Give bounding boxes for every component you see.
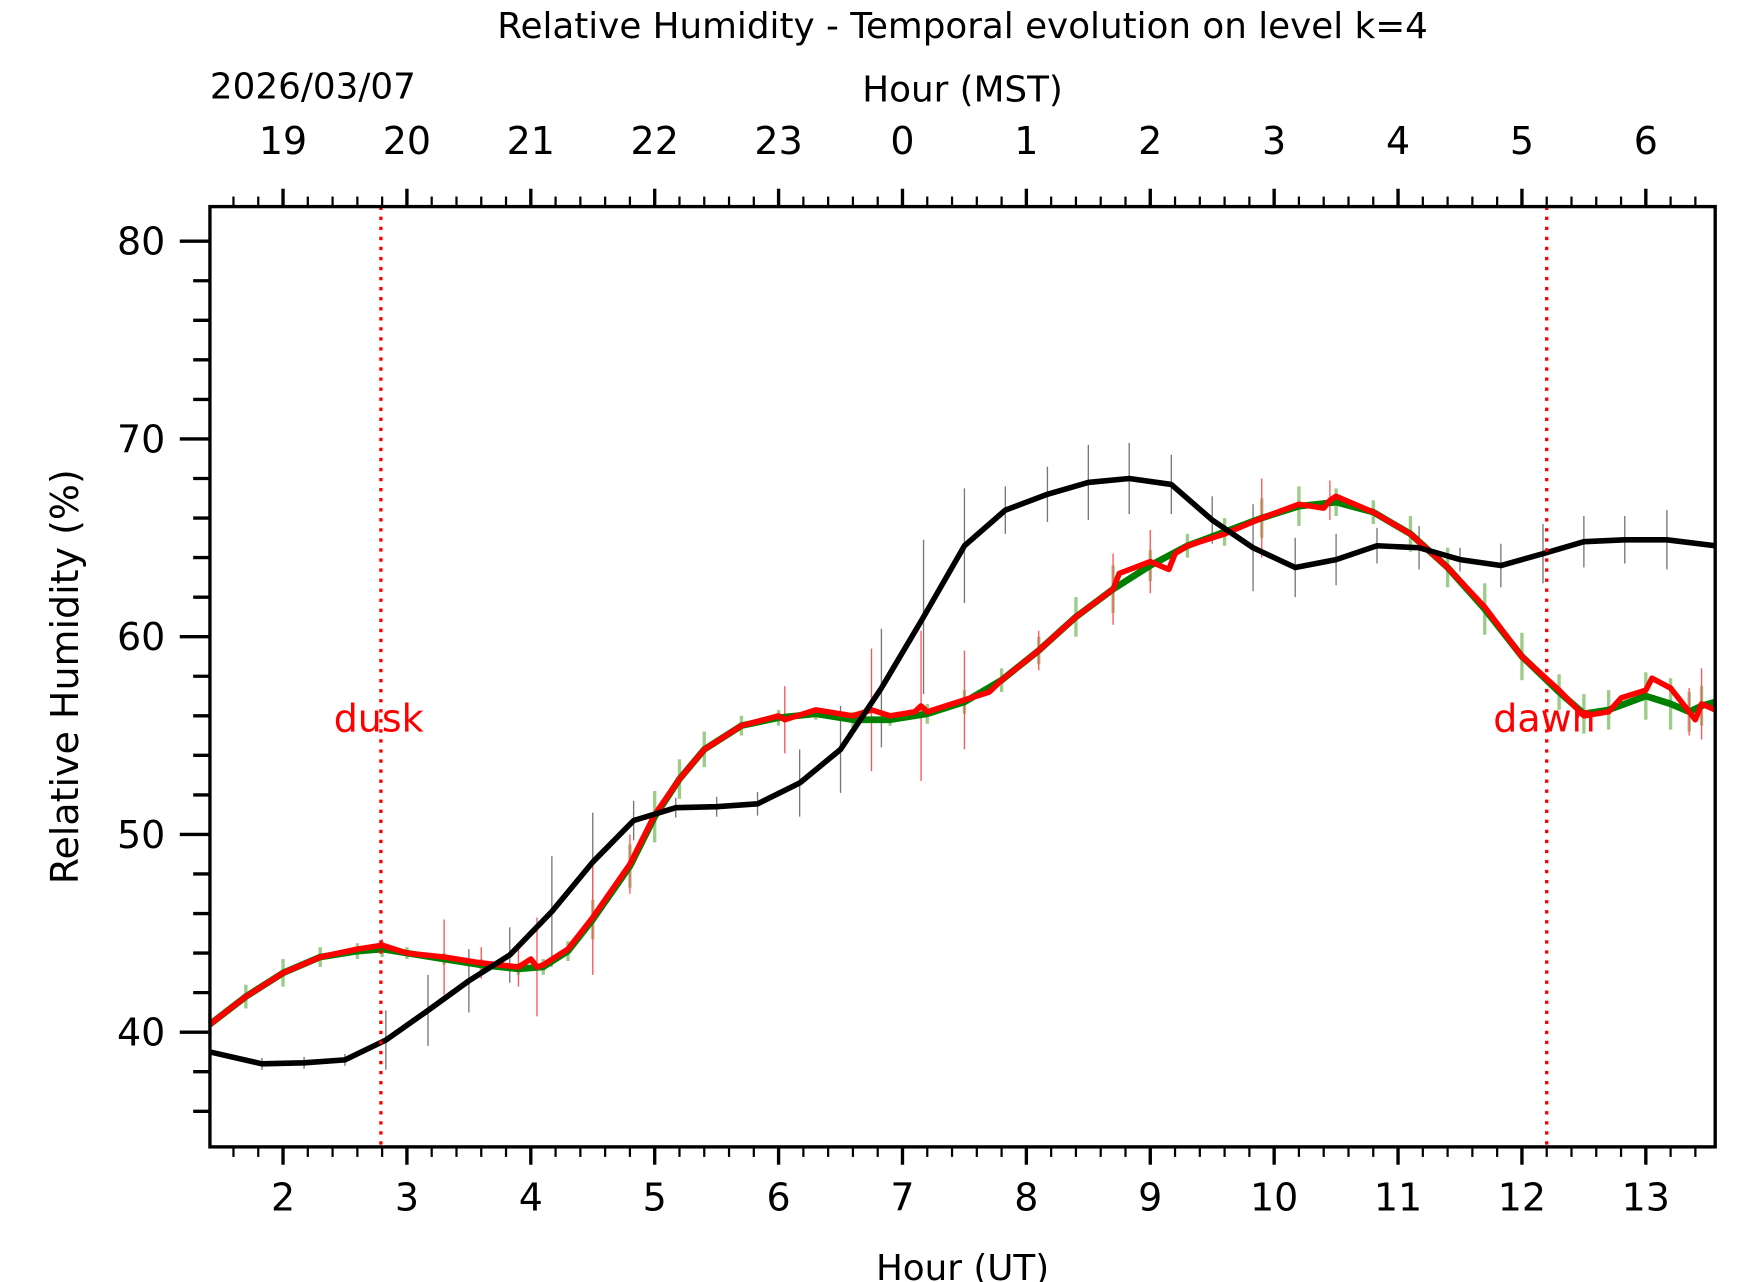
- x-tick-label: 8: [1014, 1176, 1038, 1220]
- x-tick-label: 11: [1374, 1176, 1422, 1220]
- x2-tick-label: 20: [383, 119, 431, 163]
- x2-tick-label: 4: [1386, 119, 1410, 163]
- chart-title: Relative Humidity - Temporal evolution o…: [497, 6, 1428, 47]
- x-tick-label: 5: [643, 1176, 667, 1220]
- x-tick-label: 7: [890, 1176, 914, 1220]
- dawn-label: dawn: [1493, 697, 1595, 741]
- y-tick-label: 60: [117, 615, 165, 659]
- x2-tick-label: 1: [1014, 119, 1038, 163]
- x-tick-label: 12: [1498, 1176, 1546, 1220]
- x-tick-label: 3: [395, 1176, 419, 1220]
- x2-tick-label: 22: [631, 119, 679, 163]
- x-tick-label: 9: [1138, 1176, 1162, 1220]
- model-line: [209, 475, 1716, 1067]
- x2-tick-label: 0: [890, 119, 914, 163]
- smoothed-line: [207, 498, 1717, 1027]
- x2-tick-label: 5: [1510, 119, 1534, 163]
- y-tick-label: 70: [117, 417, 165, 461]
- y-tick-label: 40: [117, 1011, 165, 1055]
- y-tick-label: 80: [117, 220, 165, 264]
- x-tick-label: 13: [1622, 1176, 1670, 1220]
- y-tick-label: 50: [117, 813, 165, 857]
- x2-tick-label: 23: [754, 119, 802, 163]
- observed-line: [208, 493, 1717, 1027]
- date-label: 2026/03/07: [210, 66, 416, 107]
- x2-tick-label: 3: [1262, 119, 1286, 163]
- x2-tick-label: 19: [259, 119, 307, 163]
- x2-axis-label: Hour (MST): [862, 70, 1063, 111]
- dusk-label: dusk: [334, 697, 424, 741]
- x2-tick-label: 21: [507, 119, 555, 163]
- x-axis-label: Hour (UT): [876, 1248, 1049, 1282]
- x-tick-label: 10: [1250, 1176, 1298, 1220]
- x-tick-label: 6: [767, 1176, 791, 1220]
- plot-frame: [208, 204, 1717, 1149]
- x-tick-label: 2: [271, 1176, 295, 1220]
- x2-tick-label: 2: [1138, 119, 1162, 163]
- x2-tick-label: 6: [1634, 119, 1658, 163]
- x-tick-label: 4: [519, 1176, 543, 1220]
- y-axis-label: Relative Humidity (%): [43, 469, 87, 884]
